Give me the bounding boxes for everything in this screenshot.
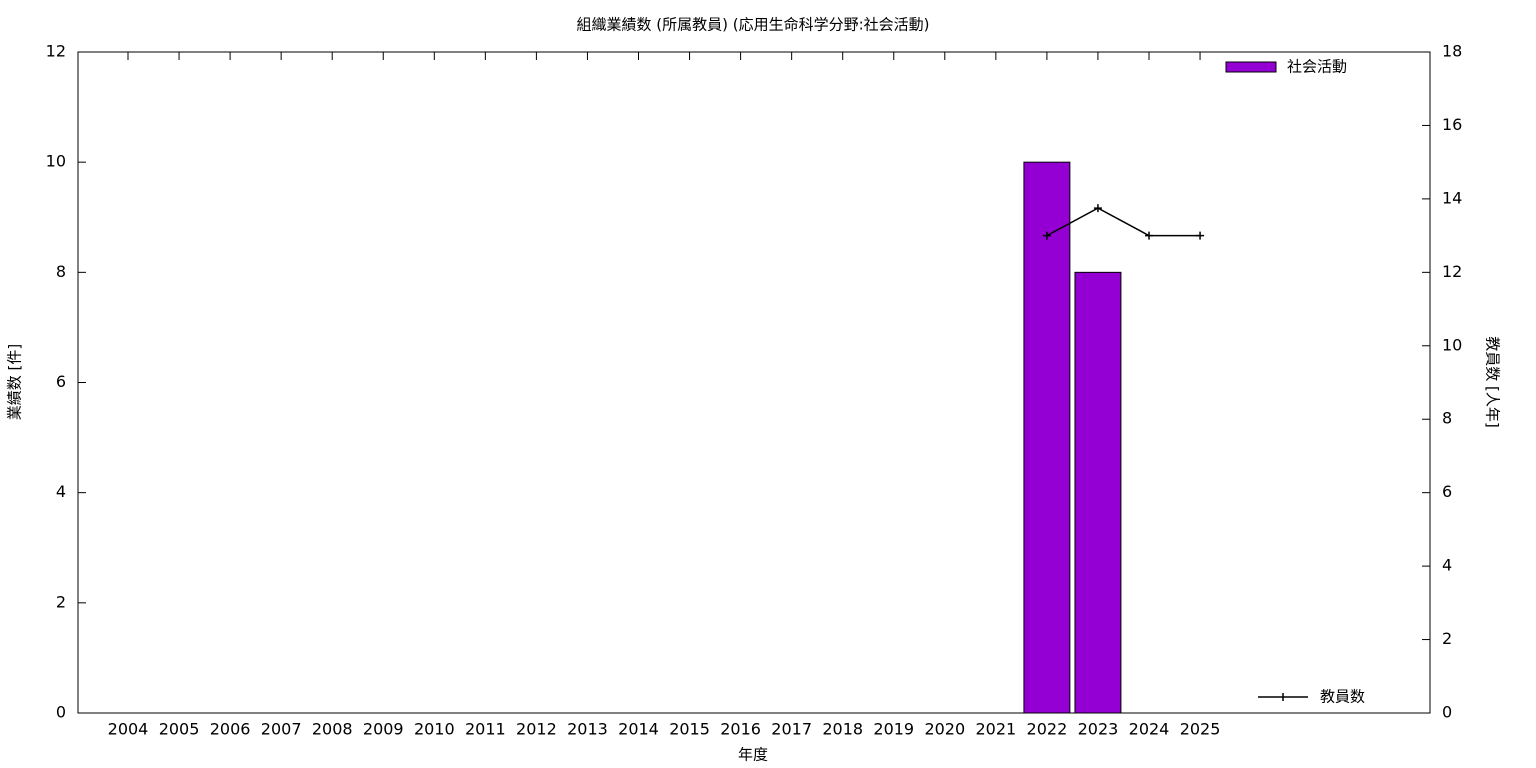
y2-axis-label: 教員数 [人年] bbox=[1484, 336, 1502, 427]
x-tick-label: 2019 bbox=[873, 720, 914, 739]
y2-tick-label: 10 bbox=[1442, 335, 1462, 354]
point bbox=[1042, 231, 1051, 240]
x-tick-label: 2015 bbox=[669, 720, 710, 739]
x-tick-label: 2009 bbox=[363, 720, 404, 739]
x-tick-label: 2016 bbox=[720, 720, 761, 739]
x-tick-label: 2025 bbox=[1180, 720, 1221, 739]
chart-title: 組織業績数 (所属教員) (応用生命科学分野:社会活動) bbox=[576, 16, 929, 34]
y-tick-label: 0 bbox=[56, 703, 66, 722]
x-tick-label: 2005 bbox=[159, 720, 200, 739]
legend-swatch bbox=[1258, 693, 1308, 701]
x-tick-label: 2021 bbox=[975, 720, 1016, 739]
y-tick-label: 12 bbox=[46, 42, 66, 61]
y2-tick-label: 18 bbox=[1442, 42, 1462, 61]
y-tick-label: 4 bbox=[56, 482, 66, 501]
bar bbox=[1023, 161, 1071, 714]
y2-tick-label: 4 bbox=[1442, 556, 1452, 575]
x-tick-label: 2012 bbox=[516, 720, 557, 739]
x-tick-label: 2007 bbox=[261, 720, 302, 739]
y2-tick-label: 12 bbox=[1442, 262, 1462, 281]
point bbox=[1145, 231, 1153, 240]
y-tick-label: 8 bbox=[56, 262, 66, 281]
y2-tick-label: 6 bbox=[1442, 482, 1452, 501]
point bbox=[1196, 231, 1205, 240]
y2-tick-label: 14 bbox=[1442, 188, 1462, 207]
y-axis-label: 業績数 [件] bbox=[6, 344, 24, 420]
legend-swatch bbox=[1225, 61, 1277, 73]
y-tick-label: 2 bbox=[56, 592, 66, 611]
x-tick-label: 2023 bbox=[1078, 720, 1119, 739]
point bbox=[1093, 204, 1102, 213]
y2-tick-label: 0 bbox=[1442, 703, 1452, 722]
legend-label: 教員数 bbox=[1320, 688, 1365, 706]
bar bbox=[1074, 271, 1122, 714]
x-tick-label: 2004 bbox=[108, 720, 149, 739]
x-tick-label: 2024 bbox=[1129, 720, 1170, 739]
x-tick-label: 2013 bbox=[567, 720, 608, 739]
x-tick-label: 2017 bbox=[771, 720, 812, 739]
plot-frame bbox=[77, 51, 1431, 714]
x-tick-label: 2008 bbox=[312, 720, 353, 739]
y-tick-label: 6 bbox=[56, 372, 66, 391]
line bbox=[1046, 207, 1201, 237]
x-tick-label: 2020 bbox=[924, 720, 965, 739]
x-tick-label: 2018 bbox=[822, 720, 863, 739]
y2-tick-label: 8 bbox=[1442, 409, 1452, 428]
x-tick-label: 2010 bbox=[414, 720, 455, 739]
x-tick-label: 2014 bbox=[618, 720, 659, 739]
y2-tick-label: 16 bbox=[1442, 115, 1462, 134]
x-tick-label: 2022 bbox=[1027, 720, 1068, 739]
y2-tick-label: 2 bbox=[1442, 629, 1452, 648]
y-tick-label: 10 bbox=[46, 152, 66, 171]
x-tick-label: 2006 bbox=[210, 720, 251, 739]
x-axis-label: 年度 bbox=[738, 746, 768, 764]
legend-label: 社会活動 bbox=[1287, 58, 1347, 76]
x-tick-label: 2011 bbox=[465, 720, 506, 739]
